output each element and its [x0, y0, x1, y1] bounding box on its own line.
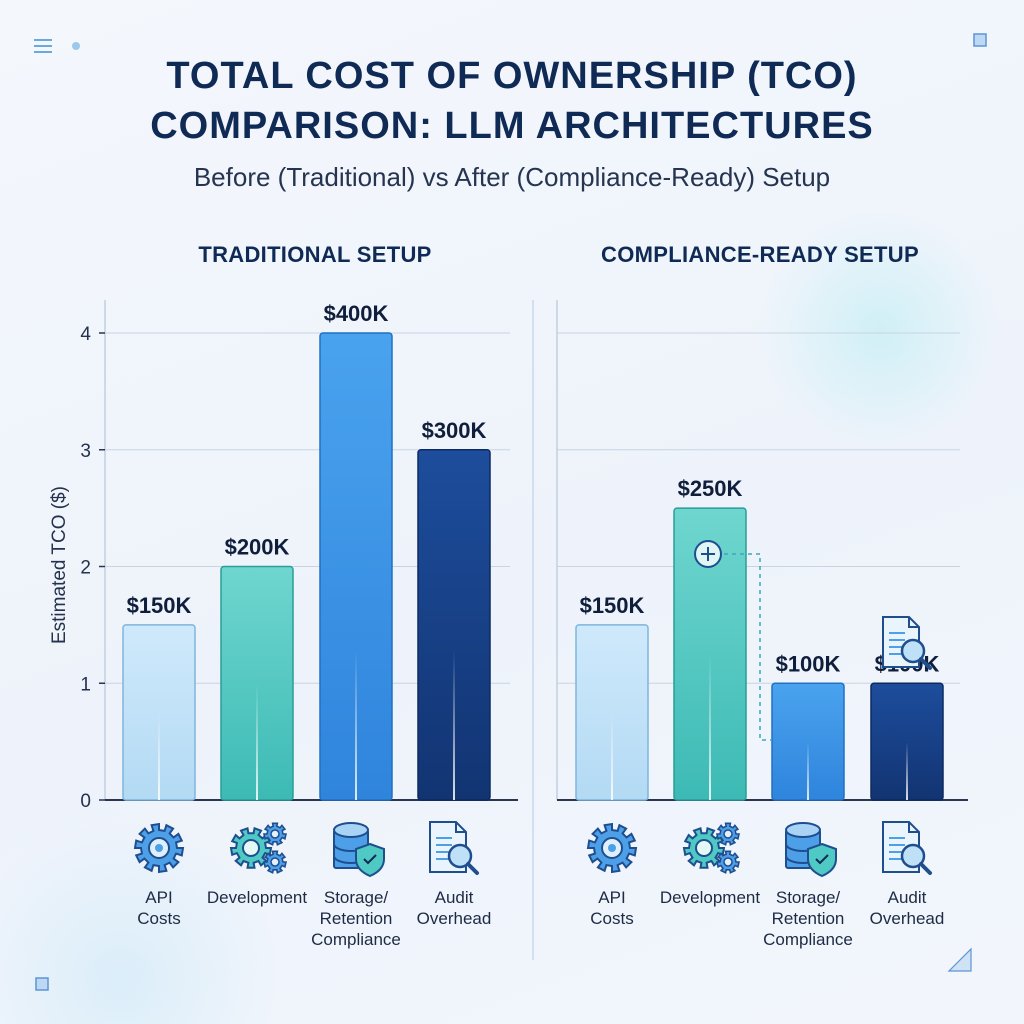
- x-category-label: Development: [645, 887, 775, 908]
- corner-triangle-icon: [947, 947, 972, 972]
- y-tick-label: 4: [80, 324, 91, 345]
- y-tick-label: 3: [80, 441, 91, 462]
- panel-title-traditional: TRADITIONAL SETUP: [198, 242, 432, 267]
- bar-data-label: $100K: [776, 651, 841, 676]
- x-category-label-line: Compliance: [763, 930, 853, 949]
- bar-data-label: $250K: [678, 476, 743, 501]
- bar-data-label: $400K: [324, 301, 389, 326]
- x-category-label: Storage/Retention Compliance: [291, 887, 421, 950]
- bar-data-label: $300K: [422, 418, 487, 443]
- x-category-label: Storage/Retention Compliance: [743, 887, 873, 950]
- x-category-label: API Costs: [94, 887, 224, 929]
- x-category-label-line: Development: [659, 888, 761, 907]
- bar-data-label: $150K: [127, 593, 192, 618]
- floating-document-search-icon: [882, 616, 932, 670]
- x-category-label: Development: [192, 887, 322, 908]
- gear-icon: [586, 822, 638, 874]
- y-tick-label: 1: [80, 674, 91, 695]
- y-tick-label: 2: [80, 558, 91, 579]
- chart-title-line-1: TOTAL COST OF OWNERSHIP (TCO): [166, 55, 858, 97]
- x-category-label-line: Audit: [434, 888, 474, 907]
- x-category-label-line: Storage/: [775, 888, 841, 907]
- x-category-label: Audit Overhead: [389, 887, 519, 929]
- x-category-label-line: Costs: [590, 909, 634, 928]
- x-category-label-line: API: [598, 888, 626, 907]
- database-shield-icon: [785, 822, 837, 878]
- gears-icon: [229, 822, 288, 874]
- y-tick-label: 0: [80, 791, 91, 812]
- chart-subtitle: Before (Traditional) vs After (Complianc…: [193, 162, 831, 192]
- dashed-connector: [724, 553, 772, 741]
- database-shield-icon: [333, 822, 385, 878]
- x-category-label-line: Storage/: [323, 888, 389, 907]
- bar-highlight: [807, 741, 809, 800]
- bar-data-label: $200K: [225, 535, 290, 560]
- bar-data-label: $150K: [580, 593, 645, 618]
- bar-highlight: [906, 741, 908, 800]
- x-category-label-line: Overhead: [869, 909, 945, 928]
- x-category-label-line: Audit: [887, 888, 927, 907]
- x-category-label-line: Costs: [137, 909, 181, 928]
- x-category-label: Audit Overhead: [842, 887, 972, 929]
- bar-highlight: [453, 650, 455, 800]
- corner-square-icon: [35, 977, 49, 991]
- x-category-label: API Costs: [547, 887, 677, 929]
- gear-icon: [133, 822, 185, 874]
- panel-title-compliance-ready: COMPLIANCE-READY SETUP: [601, 242, 919, 267]
- bar-highlight: [709, 654, 711, 800]
- chart-title-line-2: COMPARISON: LLM ARCHITECTURES: [150, 105, 874, 147]
- bar-highlight: [256, 683, 258, 800]
- x-category-label-line: Retention: [771, 909, 845, 928]
- document-search-icon: [429, 821, 479, 875]
- document-search-icon: [882, 821, 932, 875]
- menu-icon: [34, 39, 80, 53]
- x-category-label-line: Development: [206, 888, 308, 907]
- corner-square-icon: [973, 33, 987, 47]
- bar-highlight: [611, 712, 613, 800]
- gears-icon: [682, 822, 741, 874]
- x-category-label-line: Compliance: [311, 930, 401, 949]
- x-category-label-line: Retention: [319, 909, 393, 928]
- x-category-label-line: Overhead: [416, 909, 492, 928]
- bar-highlight: [158, 712, 160, 800]
- bar-highlight: [355, 650, 357, 800]
- x-category-label-line: API: [145, 888, 173, 907]
